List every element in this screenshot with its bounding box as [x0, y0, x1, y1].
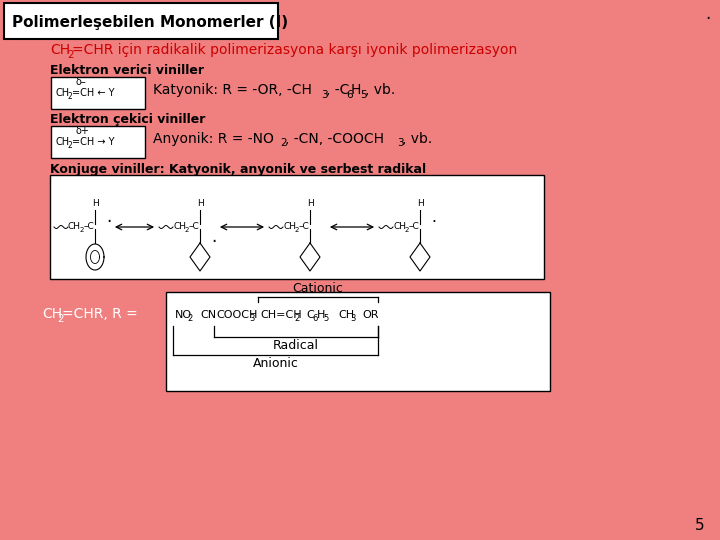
- Text: 3: 3: [249, 314, 254, 323]
- FancyBboxPatch shape: [4, 3, 278, 39]
- Text: , -CN, -COOCH: , -CN, -COOCH: [285, 132, 384, 146]
- Text: CH: CH: [338, 310, 354, 320]
- Text: =CH → Y: =CH → Y: [72, 137, 114, 147]
- Text: =CHR için radikalik polimerizasyona karşı iyonik polimerizasyon: =CHR için radikalik polimerizasyona karş…: [72, 43, 517, 57]
- Text: 5: 5: [696, 518, 705, 533]
- Text: –C: –C: [84, 222, 95, 231]
- Text: CH: CH: [68, 222, 81, 231]
- Text: –C: –C: [409, 222, 420, 231]
- Text: δ+: δ+: [75, 126, 89, 136]
- Text: , vb.: , vb.: [365, 83, 395, 97]
- FancyBboxPatch shape: [166, 292, 550, 391]
- Text: 3: 3: [350, 314, 356, 323]
- Text: CH: CH: [393, 222, 406, 231]
- Text: H: H: [307, 199, 314, 208]
- Text: CH: CH: [283, 222, 296, 231]
- Text: ·: ·: [106, 213, 112, 231]
- Text: Radical: Radical: [273, 339, 319, 352]
- Text: 2: 2: [68, 141, 73, 150]
- FancyBboxPatch shape: [51, 77, 145, 109]
- Text: 2: 2: [185, 227, 189, 233]
- Text: H: H: [92, 199, 99, 208]
- Text: ·: ·: [211, 233, 216, 251]
- Text: 2: 2: [280, 138, 287, 149]
- Text: 3: 3: [321, 90, 328, 99]
- Text: CH: CH: [42, 307, 62, 321]
- Text: Konjuge viniller: Katyonik, anyonik ve serbest radikal: Konjuge viniller: Katyonik, anyonik ve s…: [50, 163, 426, 176]
- Text: Anyonik: R = -NO: Anyonik: R = -NO: [153, 132, 274, 146]
- Text: 5: 5: [323, 314, 328, 323]
- Text: .: .: [706, 5, 711, 23]
- Text: C: C: [306, 310, 314, 320]
- Text: Katyonik: R = -OR, -CH: Katyonik: R = -OR, -CH: [153, 83, 312, 97]
- Text: 2: 2: [294, 314, 300, 323]
- Text: OR: OR: [362, 310, 379, 320]
- Text: CH: CH: [50, 43, 70, 57]
- Text: , -C: , -C: [326, 83, 349, 97]
- Text: 2: 2: [68, 92, 73, 101]
- Text: Anionic: Anionic: [253, 357, 298, 370]
- Text: Polimerleşebilen Monomerler (I): Polimerleşebilen Monomerler (I): [12, 15, 288, 30]
- Text: 6: 6: [312, 314, 318, 323]
- Text: H: H: [351, 83, 361, 97]
- Text: 2: 2: [67, 50, 73, 59]
- Text: H: H: [197, 199, 204, 208]
- Text: 2: 2: [187, 314, 192, 323]
- Text: H: H: [417, 199, 424, 208]
- Text: =CH ← Y: =CH ← Y: [72, 88, 114, 98]
- Text: –C: –C: [299, 222, 310, 231]
- Text: 5: 5: [360, 90, 366, 99]
- Text: δ–: δ–: [75, 77, 86, 87]
- Text: =CHR, R =: =CHR, R =: [62, 307, 138, 321]
- Text: 2: 2: [57, 314, 63, 324]
- Text: CH: CH: [56, 88, 70, 98]
- Text: Elektron çekici viniller: Elektron çekici viniller: [50, 113, 205, 126]
- FancyBboxPatch shape: [50, 175, 544, 279]
- Text: 3: 3: [397, 138, 404, 149]
- Text: , vb.: , vb.: [402, 132, 432, 146]
- Text: H: H: [317, 310, 325, 320]
- Text: CH=CH: CH=CH: [260, 310, 302, 320]
- Text: Elektron verici viniller: Elektron verici viniller: [50, 64, 204, 77]
- Text: COOCH: COOCH: [216, 310, 257, 320]
- Text: –C: –C: [189, 222, 199, 231]
- Text: 2: 2: [295, 227, 300, 233]
- Text: Cationic: Cationic: [292, 282, 343, 295]
- Text: CH: CH: [173, 222, 186, 231]
- Text: 2: 2: [405, 227, 410, 233]
- Text: 6: 6: [346, 90, 353, 99]
- Text: NO: NO: [175, 310, 192, 320]
- Text: 2: 2: [80, 227, 84, 233]
- Text: ·: ·: [431, 215, 436, 230]
- FancyBboxPatch shape: [51, 126, 145, 158]
- Text: CN: CN: [200, 310, 216, 320]
- Text: CH: CH: [56, 137, 70, 147]
